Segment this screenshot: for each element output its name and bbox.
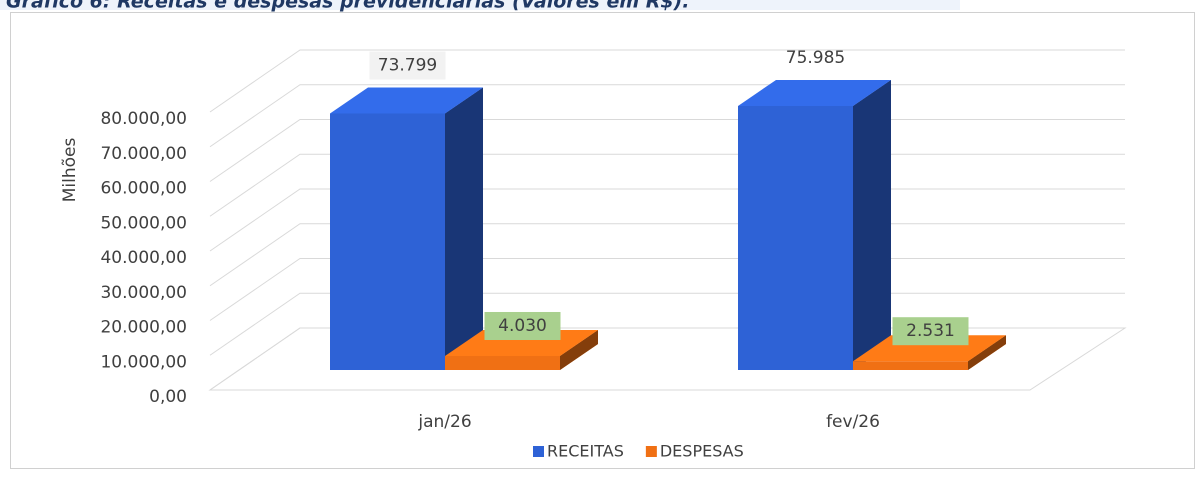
legend-label: DESPESAS — [660, 442, 744, 461]
y-tick-label: 60.000,00 — [100, 179, 187, 199]
y-tick-label: 20.000,00 — [100, 318, 187, 338]
y-tick-label: 10.000,00 — [100, 352, 187, 372]
legend-label: RECEITAS — [547, 442, 624, 461]
y-tick-label: 80.000,00 — [100, 109, 187, 129]
bar-face — [853, 335, 1006, 370]
bar-face — [738, 79, 891, 106]
data-label: 4.030 — [498, 316, 547, 336]
y-axis-label: Milhões — [60, 138, 80, 203]
data-label-box — [892, 317, 969, 346]
legend-marker — [533, 446, 544, 457]
y-tick-label: 40.000,00 — [100, 248, 187, 268]
grid-line — [209, 49, 1125, 113]
data-label: 75.985 — [786, 48, 845, 68]
x-tick-label: fev/26 — [826, 412, 880, 432]
data-label: 73.799 — [378, 56, 437, 76]
y-tick-label: 0,00 — [149, 387, 187, 407]
bar-face — [968, 335, 1006, 370]
bar — [738, 79, 891, 371]
data-label: 2.531 — [906, 321, 955, 341]
title-band — [0, 0, 960, 10]
bar-face — [560, 329, 598, 370]
chart-frame — [10, 12, 1195, 469]
data-label-box — [369, 51, 446, 80]
bar-face — [445, 329, 598, 370]
y-tick-label: 70.000,00 — [100, 144, 187, 164]
bar-face — [738, 79, 891, 371]
bar-face — [330, 87, 483, 114]
bar — [330, 87, 483, 371]
y-tick-label: 30.000,00 — [100, 283, 187, 303]
legend-marker — [645, 446, 657, 457]
bar-face — [853, 79, 891, 371]
data-label-box — [484, 311, 561, 340]
bar-face — [330, 87, 483, 371]
x-tick-label: jan/26 — [417, 412, 471, 432]
bar-face — [445, 87, 483, 371]
y-tick-label: 50.000,00 — [100, 213, 187, 233]
chart-title: Gráfico 6: Receitas e despesas previdenc… — [6, 0, 690, 13]
